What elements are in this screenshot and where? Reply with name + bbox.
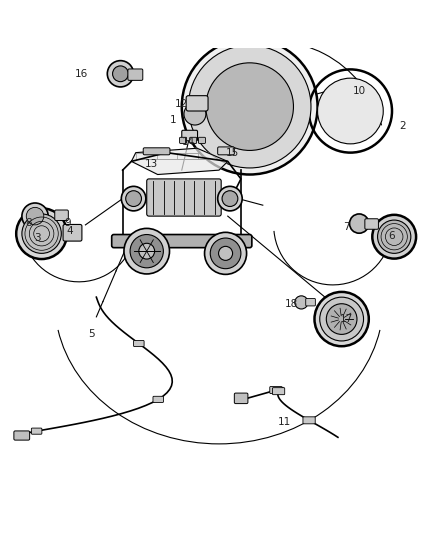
FancyBboxPatch shape <box>128 69 143 80</box>
FancyBboxPatch shape <box>218 147 234 155</box>
Text: 9: 9 <box>64 217 71 228</box>
Circle shape <box>22 203 48 229</box>
Circle shape <box>130 235 163 268</box>
Text: 8: 8 <box>25 217 32 228</box>
Text: 12: 12 <box>175 100 188 109</box>
Circle shape <box>218 187 242 211</box>
Circle shape <box>124 229 170 274</box>
Text: 4: 4 <box>67 227 74 237</box>
Text: 1: 1 <box>170 115 177 125</box>
Text: 2: 2 <box>399 122 406 131</box>
FancyBboxPatch shape <box>198 138 205 143</box>
FancyBboxPatch shape <box>272 387 285 394</box>
Circle shape <box>219 246 233 260</box>
Circle shape <box>182 39 318 174</box>
Text: 10: 10 <box>353 86 366 96</box>
Circle shape <box>206 63 293 150</box>
FancyBboxPatch shape <box>180 138 187 143</box>
FancyBboxPatch shape <box>55 210 68 221</box>
Circle shape <box>320 297 364 341</box>
FancyBboxPatch shape <box>112 235 252 248</box>
Circle shape <box>314 292 369 346</box>
Text: 16: 16 <box>74 69 88 79</box>
Circle shape <box>139 243 155 259</box>
Circle shape <box>16 208 67 259</box>
Text: 17: 17 <box>339 314 353 324</box>
Circle shape <box>26 207 44 225</box>
Circle shape <box>210 238 241 269</box>
FancyBboxPatch shape <box>14 431 30 440</box>
Polygon shape <box>131 148 228 174</box>
Text: 15: 15 <box>226 148 239 158</box>
FancyBboxPatch shape <box>186 96 208 111</box>
Circle shape <box>121 187 146 211</box>
Circle shape <box>378 220 411 253</box>
Circle shape <box>184 103 206 125</box>
FancyBboxPatch shape <box>63 224 82 241</box>
Text: 13: 13 <box>145 159 158 168</box>
Circle shape <box>22 214 61 253</box>
Text: 3: 3 <box>34 233 41 243</box>
Circle shape <box>126 191 141 206</box>
Circle shape <box>205 232 247 274</box>
FancyBboxPatch shape <box>134 341 144 346</box>
FancyBboxPatch shape <box>147 179 221 216</box>
Circle shape <box>222 191 238 206</box>
FancyBboxPatch shape <box>190 138 197 143</box>
FancyBboxPatch shape <box>365 219 378 229</box>
Circle shape <box>318 78 383 144</box>
Text: 14: 14 <box>182 136 195 147</box>
Text: 18: 18 <box>285 298 298 309</box>
FancyBboxPatch shape <box>303 417 315 424</box>
FancyBboxPatch shape <box>153 397 163 402</box>
FancyBboxPatch shape <box>143 148 170 155</box>
Circle shape <box>295 296 308 309</box>
Circle shape <box>372 215 416 259</box>
Circle shape <box>107 61 134 87</box>
FancyBboxPatch shape <box>306 298 315 306</box>
Circle shape <box>113 66 128 82</box>
FancyBboxPatch shape <box>32 428 42 434</box>
Text: 6: 6 <box>389 231 396 241</box>
Circle shape <box>326 304 357 334</box>
FancyBboxPatch shape <box>182 130 198 141</box>
Text: 7: 7 <box>343 222 350 232</box>
FancyBboxPatch shape <box>234 393 248 403</box>
Circle shape <box>350 214 369 233</box>
Text: 5: 5 <box>88 329 95 340</box>
Text: 11: 11 <box>278 417 291 427</box>
Circle shape <box>188 45 311 168</box>
FancyBboxPatch shape <box>270 386 282 393</box>
